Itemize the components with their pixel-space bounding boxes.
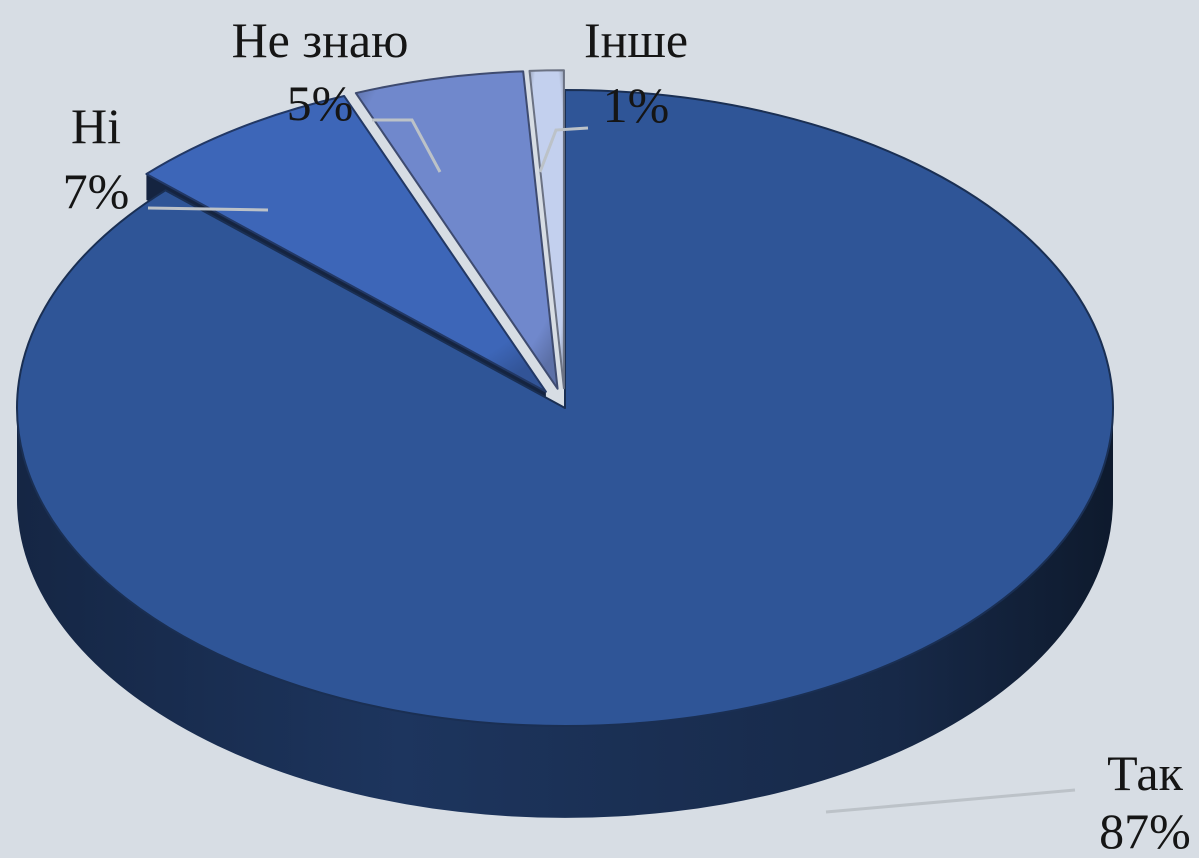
slice-label-2: Не знаю bbox=[232, 12, 409, 68]
slice-label-3: Інше bbox=[584, 12, 688, 68]
slice-value-label-2: 5% bbox=[287, 75, 354, 131]
slice-value-label-1: 7% bbox=[63, 163, 130, 219]
pie-slice-0 bbox=[16, 89, 1114, 727]
leader-line-2 bbox=[372, 118, 442, 173]
pie-slice-1 bbox=[145, 95, 547, 393]
slice-value-label-0: 87% bbox=[1099, 803, 1191, 858]
pie-slice-3 bbox=[528, 69, 565, 390]
slice-value-label-3: 1% bbox=[603, 77, 670, 133]
leader-line-1 bbox=[147, 206, 269, 212]
slice-label-0: Так bbox=[1107, 745, 1183, 801]
pie-slice-side-0 bbox=[17, 408, 1113, 818]
leader-line-0 bbox=[825, 788, 1076, 814]
leader-line-3 bbox=[538, 126, 589, 173]
slice-label-1: Ні bbox=[71, 98, 121, 154]
pie-slice-2 bbox=[354, 70, 559, 390]
